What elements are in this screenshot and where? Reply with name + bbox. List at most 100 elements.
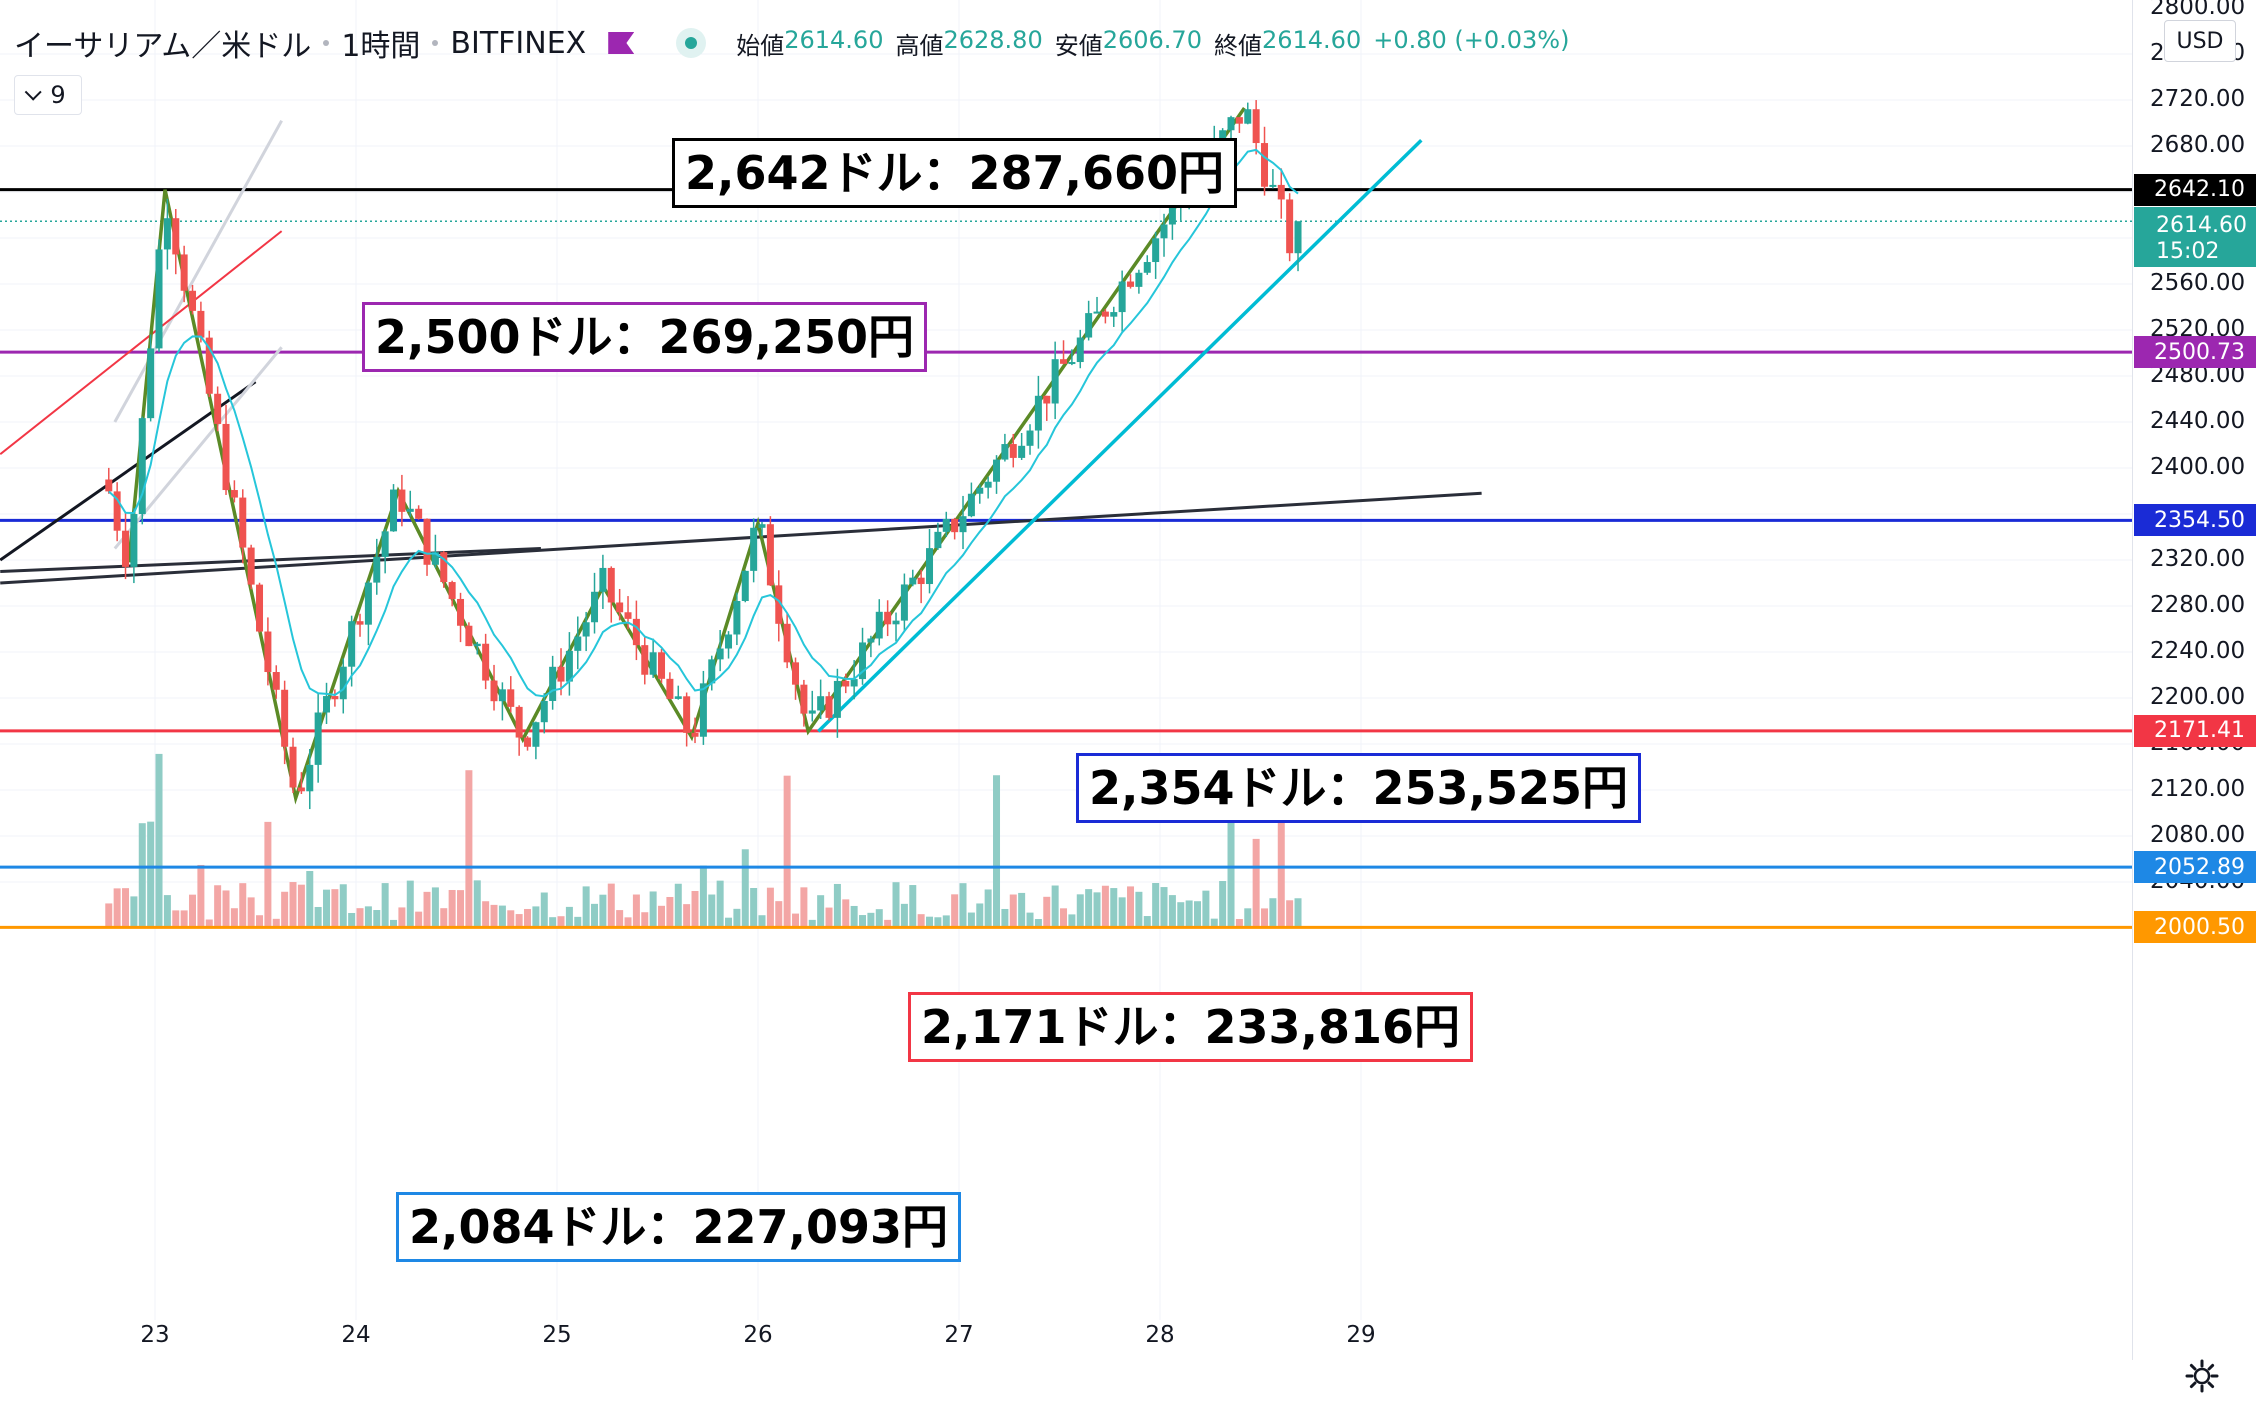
- volume-bar: [281, 891, 289, 928]
- candle-body: [1235, 117, 1243, 124]
- volume-bar: [214, 885, 222, 928]
- candle-body: [113, 491, 121, 531]
- chevron-down-icon: [25, 83, 43, 101]
- candle-body: [532, 722, 540, 747]
- volume-bar: [1085, 889, 1093, 928]
- close-value: 2614.60: [1261, 25, 1362, 54]
- volume-bar: [574, 916, 582, 928]
- low-value: 2606.70: [1102, 25, 1202, 54]
- volume-bar: [147, 821, 155, 928]
- candle-body: [582, 622, 590, 637]
- market-status-icon[interactable]: [676, 28, 707, 58]
- volume-bar: [448, 889, 456, 928]
- time-tick-label: 29: [1346, 1322, 1376, 1348]
- candle-body: [666, 678, 674, 699]
- open-value: 2614.60: [784, 25, 884, 54]
- volume-bar: [691, 890, 699, 928]
- bar-countdown: 15:02: [2156, 239, 2220, 265]
- candle-body: [909, 577, 917, 585]
- candle-body: [138, 418, 146, 515]
- low-label: 安値: [1054, 31, 1103, 60]
- channel-upper-line: [113, 119, 283, 423]
- volume-bar: [666, 896, 674, 928]
- level-annotation-2084[interactable]: 2,084ドル：227,093円: [396, 1192, 962, 1262]
- time-tick-label: 25: [542, 1322, 572, 1348]
- volume-bar: [423, 891, 431, 928]
- price-tick-label: 2680.00: [2150, 132, 2246, 158]
- candle-body: [951, 518, 959, 533]
- candle-body: [1168, 204, 1176, 225]
- volume-bar: [473, 880, 481, 928]
- volume-bar: [1018, 892, 1026, 928]
- volume-bar: [1093, 892, 1101, 928]
- currency-button[interactable]: USD: [2164, 20, 2236, 62]
- volume-bar: [415, 911, 423, 928]
- candle-body: [641, 645, 649, 675]
- volume-bar: [398, 907, 406, 928]
- price-tick-label: 2560.00: [2150, 270, 2246, 296]
- volume-bar: [1009, 894, 1017, 928]
- candle-body: [364, 582, 372, 625]
- candle-body: [557, 666, 565, 682]
- volume-bar: [498, 905, 506, 928]
- level-price-label: 2000.50: [2134, 911, 2256, 944]
- volume-bar: [339, 884, 347, 928]
- volume-bar: [524, 908, 532, 928]
- time-tick-label: 23: [140, 1322, 170, 1348]
- candle-body: [122, 530, 130, 567]
- candle-body: [783, 623, 791, 663]
- candle-body: [1060, 359, 1068, 364]
- volume-bar: [1219, 881, 1227, 928]
- candle-body: [683, 696, 691, 733]
- candle-body: [172, 218, 180, 255]
- volume-bar: [892, 882, 900, 928]
- gear-icon[interactable]: [2184, 1358, 2220, 1394]
- volume-bar: [557, 916, 565, 928]
- volume-bar: [942, 915, 950, 928]
- volume-bar: [373, 910, 381, 928]
- candle-body: [498, 689, 506, 702]
- volume-bar: [909, 885, 917, 928]
- level-annotation-2171[interactable]: 2,171ドル：233,816円: [908, 992, 1474, 1062]
- level-annotation-2354[interactable]: 2,354ドル：253,525円: [1076, 753, 1642, 823]
- level-annotation-2642[interactable]: 2,642ドル：287,660円: [672, 138, 1238, 208]
- candle-body: [733, 601, 741, 635]
- candle-body: [1034, 395, 1042, 431]
- candle-body: [1252, 109, 1260, 144]
- level-annotation-2500[interactable]: 2,500ドル：269,250円: [362, 302, 928, 372]
- candle-body: [758, 524, 766, 528]
- volume-bar: [457, 890, 465, 928]
- symbol-name[interactable]: イーサリアム／米ドル: [14, 29, 312, 64]
- interval-label[interactable]: 1時間: [341, 29, 421, 64]
- candle-body: [1026, 430, 1034, 446]
- volume-bar: [859, 915, 867, 928]
- flag-icon[interactable]: [608, 32, 635, 54]
- volume-bar: [658, 905, 666, 928]
- volume-bar: [993, 775, 1001, 928]
- volume-bar: [616, 910, 624, 928]
- candle-body: [381, 531, 389, 557]
- volume-bar: [1160, 887, 1168, 928]
- time-tick-label: 24: [341, 1322, 371, 1348]
- indicator-toggle[interactable]: 9: [14, 75, 82, 115]
- candle-body: [875, 611, 883, 639]
- volume-bar: [716, 880, 724, 928]
- volume-bar: [272, 918, 280, 928]
- candle-body: [574, 636, 582, 651]
- candle-body: [1118, 281, 1126, 313]
- volume-bar: [683, 904, 691, 928]
- volume-bar: [390, 919, 398, 928]
- volume-bar: [1277, 786, 1285, 928]
- volume-bar: [122, 888, 130, 928]
- volume-bar: [699, 865, 707, 928]
- chart-header: イーサリアム／米ドル 1時間 BITFINEX 始値 2614.60 高値 2628…: [14, 18, 1581, 68]
- candle-body: [390, 489, 398, 532]
- volume-bar: [323, 889, 331, 928]
- volume-bar: [976, 903, 984, 928]
- volume-bar: [808, 919, 816, 928]
- candle-body: [599, 567, 607, 592]
- candle-body: [473, 643, 481, 647]
- volume-bar: [674, 883, 682, 928]
- candle-body: [984, 481, 992, 488]
